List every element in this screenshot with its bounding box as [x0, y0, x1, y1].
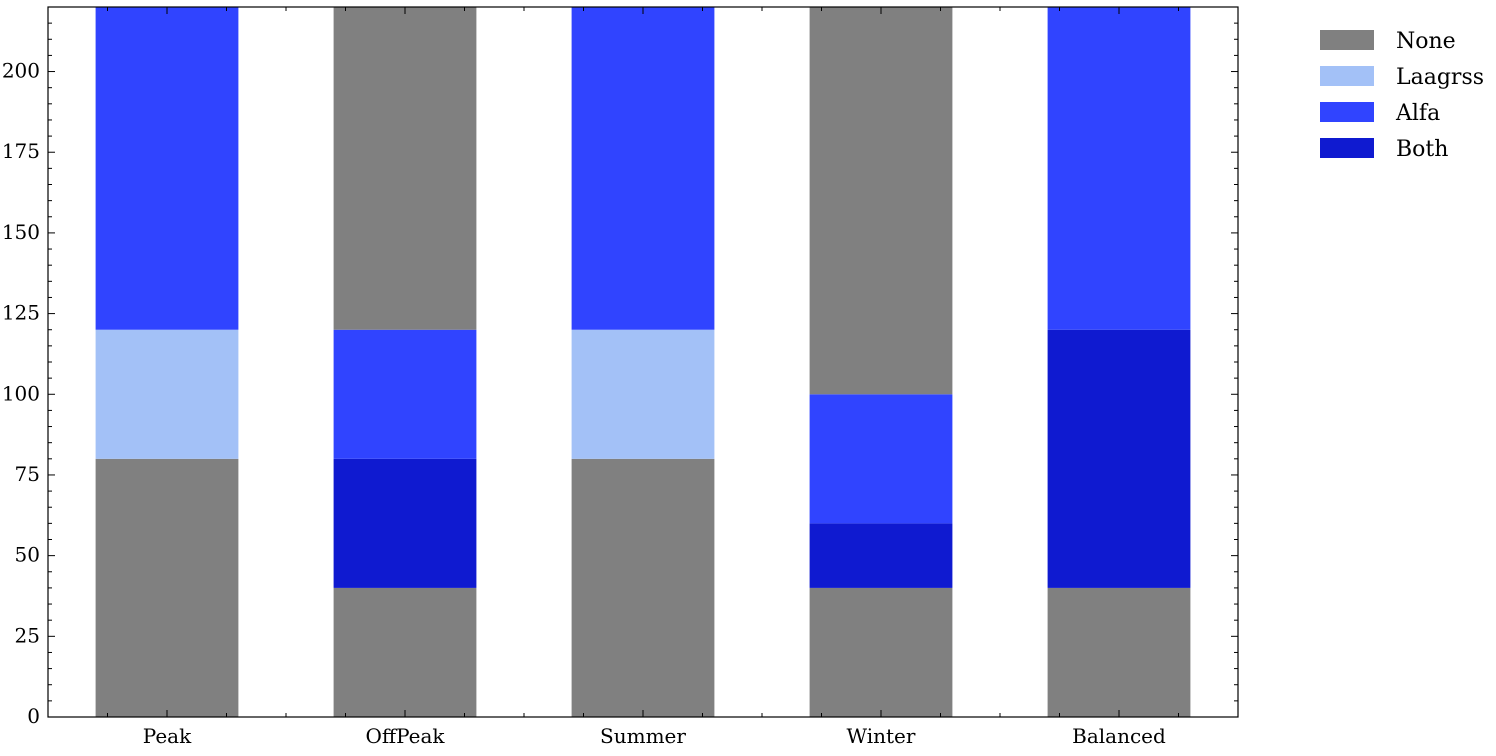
x-tick-label-peak: Peak	[143, 724, 192, 748]
legend-label-both: Both	[1396, 137, 1448, 162]
y-tick-label: 100	[2, 381, 40, 405]
bar-segment-peak-0	[95, 458, 239, 717]
bars-layer	[95, 7, 1191, 717]
bar-segment-summer-1	[571, 329, 715, 459]
bar-segment-winter-1	[809, 523, 953, 588]
y-tick-label: 75	[15, 462, 40, 486]
bar-segment-balanced-1	[1047, 329, 1191, 588]
y-tick-label: 25	[15, 623, 40, 647]
x-tick-label-balanced: Balanced	[1072, 724, 1166, 748]
y-tick-label: 150	[2, 220, 40, 244]
bar-segment-peak-2	[95, 7, 239, 330]
bar-segment-balanced-0	[1047, 587, 1191, 717]
y-tick-label: 0	[27, 704, 40, 728]
bar-segment-peak-1	[95, 329, 239, 459]
bar-segment-summer-0	[571, 458, 715, 717]
bar-segment-balanced-2	[1047, 7, 1191, 330]
bar-segment-winter-3	[809, 7, 953, 395]
y-tick-label: 200	[2, 59, 40, 83]
bar-segment-winter-0	[809, 587, 953, 717]
x-tick-label-offpeak: OffPeak	[365, 724, 445, 748]
y-tick-label: 50	[15, 543, 40, 567]
legend-label-alfa: Alfa	[1395, 101, 1440, 126]
bar-segment-offpeak-2	[333, 329, 477, 459]
bar-segment-winter-2	[809, 394, 953, 524]
x-tick-labels: Peak OffPeak Summer Winter Balanced	[143, 724, 1166, 748]
legend-swatch-alfa	[1320, 102, 1374, 122]
y-tick-label: 125	[2, 301, 40, 325]
x-tick-label-summer: Summer	[600, 724, 686, 748]
bar-segment-offpeak-0	[333, 587, 477, 717]
legend-swatch-both	[1320, 138, 1374, 158]
legend: None Laagrss Alfa Both	[1320, 29, 1484, 162]
y-tick-label: 175	[2, 139, 40, 163]
bar-segment-offpeak-3	[333, 7, 477, 330]
legend-label-none: None	[1396, 29, 1456, 54]
bar-segment-offpeak-1	[333, 458, 477, 588]
legend-swatch-laagrss	[1320, 66, 1374, 86]
legend-swatch-none	[1320, 30, 1374, 50]
x-tick-label-winter: Winter	[847, 724, 916, 748]
ticks-layer	[47, 6, 1239, 718]
bar-segment-summer-2	[571, 7, 715, 330]
legend-label-laagrss: Laagrss	[1396, 65, 1484, 90]
y-tick-labels: 0 25 50 75 100 125 150 175 200	[2, 59, 40, 728]
